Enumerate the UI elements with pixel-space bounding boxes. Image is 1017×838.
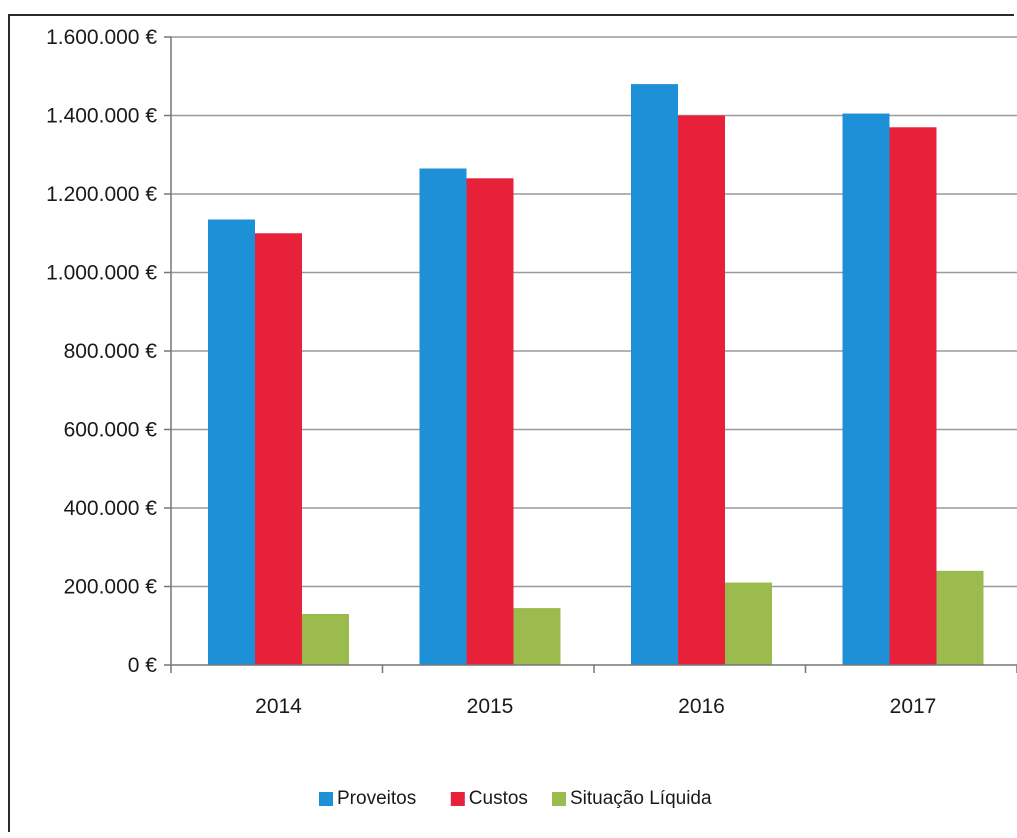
bar [513, 608, 561, 665]
legend: Proveitos Custos Situação Líquida [319, 788, 712, 809]
bar [725, 582, 772, 665]
bar [255, 233, 302, 665]
y-tick-label: 200.000 € [64, 576, 158, 599]
legend-swatch [450, 792, 465, 806]
bar [302, 613, 349, 665]
bar [678, 115, 725, 665]
y-tick-label: 1.200.000 € [46, 183, 157, 206]
y-tick-label: 1.000.000 € [46, 262, 157, 285]
y-tick-label: 1.600.000 € [46, 26, 157, 49]
bar [889, 127, 937, 665]
y-tick-label: 1.400.000 € [46, 105, 157, 128]
x-tick-label: 2017 [890, 695, 937, 718]
y-axis: 0 € 200.000 € 400.000 € 600.000 € 800.000 € 1… [46, 26, 172, 677]
y-tick-label: 800.000 € [64, 340, 158, 363]
legend-label: Custos [469, 788, 528, 809]
y-tick-label: 600.000 € [64, 419, 158, 442]
x-tick-label: 2015 [467, 695, 514, 718]
bar [466, 178, 514, 666]
legend-label: Proveitos [337, 788, 416, 809]
bar [208, 219, 255, 665]
bar [419, 168, 467, 666]
legend-label: Situação Líquida [570, 788, 712, 809]
legend-swatch [319, 792, 333, 806]
chart-frame [8, 14, 1014, 832]
legend-swatch [552, 792, 566, 806]
y-tick-label: 0 € [128, 654, 158, 677]
bars [208, 84, 984, 666]
x-axis: 2014 2015 2016 2017 [170, 664, 1017, 718]
y-tick-label: 400.000 € [64, 497, 158, 520]
bar [936, 570, 984, 665]
x-tick-label: 2014 [255, 695, 302, 718]
bar [631, 84, 678, 666]
x-tick-label: 2016 [678, 695, 725, 718]
bar [842, 113, 890, 666]
